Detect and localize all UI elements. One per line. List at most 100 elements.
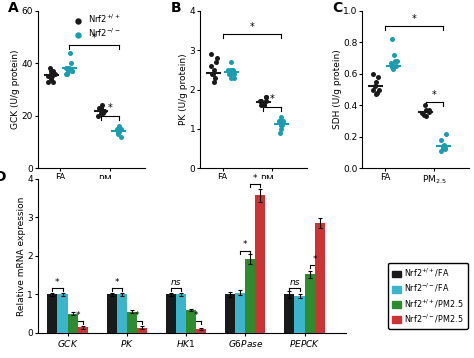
- Point: [228, 67, 235, 73]
- Point: [277, 114, 285, 120]
- Point: [421, 102, 429, 108]
- Point: [438, 148, 445, 154]
- Point: [276, 130, 284, 136]
- Point: [210, 71, 217, 77]
- Text: *: *: [249, 22, 254, 32]
- Point: [115, 129, 123, 134]
- Bar: [127, 312, 137, 333]
- Point: [49, 79, 57, 84]
- Bar: [186, 310, 196, 333]
- Point: [374, 90, 381, 96]
- Point: [260, 102, 268, 108]
- Point: [422, 107, 430, 113]
- Text: *: *: [115, 278, 119, 287]
- Point: [229, 67, 237, 73]
- Text: A: A: [8, 1, 19, 15]
- Y-axis label: Relative mRNA expression: Relative mRNA expression: [17, 196, 26, 316]
- Point: [113, 126, 120, 132]
- Point: [67, 50, 74, 55]
- Bar: [255, 195, 265, 333]
- Text: *: *: [432, 90, 437, 100]
- Point: [49, 68, 57, 74]
- Point: [227, 75, 235, 81]
- Point: [422, 113, 430, 119]
- Bar: [196, 329, 206, 333]
- Point: [275, 118, 283, 124]
- Point: [443, 131, 450, 136]
- Point: [279, 118, 287, 124]
- Bar: [235, 292, 245, 333]
- Point: [263, 95, 270, 100]
- Point: [213, 55, 221, 61]
- Point: [276, 118, 284, 124]
- Point: [374, 74, 382, 80]
- Point: [228, 59, 235, 65]
- Point: [230, 71, 237, 77]
- Point: [68, 68, 76, 74]
- Point: [117, 134, 125, 140]
- Bar: [225, 294, 235, 333]
- Text: *: *: [412, 14, 417, 24]
- Point: [441, 146, 448, 152]
- Point: [387, 60, 394, 66]
- Point: [64, 71, 71, 77]
- Bar: [166, 294, 176, 333]
- Point: [65, 66, 73, 71]
- Point: [277, 122, 285, 128]
- Bar: [304, 275, 315, 333]
- Point: [392, 63, 400, 69]
- Text: *: *: [108, 103, 112, 113]
- Point: [260, 102, 267, 108]
- Point: [95, 105, 103, 111]
- Point: [63, 71, 70, 77]
- Point: [99, 110, 107, 116]
- Point: [369, 71, 377, 77]
- Bar: [117, 294, 127, 333]
- Point: [277, 122, 285, 128]
- Point: [208, 71, 216, 77]
- Text: *: *: [194, 311, 198, 320]
- Point: [225, 67, 232, 73]
- Text: ns: ns: [171, 278, 181, 287]
- Point: [425, 109, 432, 115]
- Text: *: *: [270, 95, 274, 105]
- Point: [441, 145, 449, 151]
- Point: [425, 107, 432, 113]
- Point: [388, 62, 396, 67]
- Point: [114, 129, 122, 134]
- Point: [262, 98, 270, 104]
- Point: [372, 83, 379, 89]
- Bar: [47, 294, 57, 333]
- Text: ns: ns: [289, 278, 300, 287]
- Point: [389, 66, 397, 72]
- Point: [440, 142, 447, 147]
- Bar: [57, 294, 67, 333]
- Point: [47, 68, 55, 74]
- Point: [439, 143, 447, 149]
- Point: [95, 113, 102, 118]
- Text: *: *: [55, 278, 60, 287]
- Point: [256, 98, 264, 104]
- Point: [46, 66, 54, 71]
- Point: [115, 124, 122, 129]
- Point: [51, 71, 58, 77]
- Point: [98, 102, 106, 108]
- Text: B: B: [170, 1, 181, 15]
- Point: [230, 75, 238, 81]
- Point: [64, 68, 72, 74]
- Point: [390, 52, 398, 58]
- Point: [48, 73, 55, 79]
- Point: [211, 75, 219, 81]
- Point: [210, 79, 218, 84]
- Point: [212, 59, 219, 65]
- Point: [45, 79, 52, 84]
- Text: *: *: [135, 311, 139, 320]
- Point: [277, 126, 285, 132]
- Point: [114, 129, 121, 134]
- Legend: Nrf2$^{+/+}$, Nrf2$^{-/-}$: Nrf2$^{+/+}$, Nrf2$^{-/-}$: [69, 12, 121, 40]
- Point: [375, 87, 383, 92]
- Point: [257, 98, 265, 104]
- Point: [100, 108, 108, 113]
- Text: *: *: [312, 255, 317, 263]
- Point: [257, 102, 264, 108]
